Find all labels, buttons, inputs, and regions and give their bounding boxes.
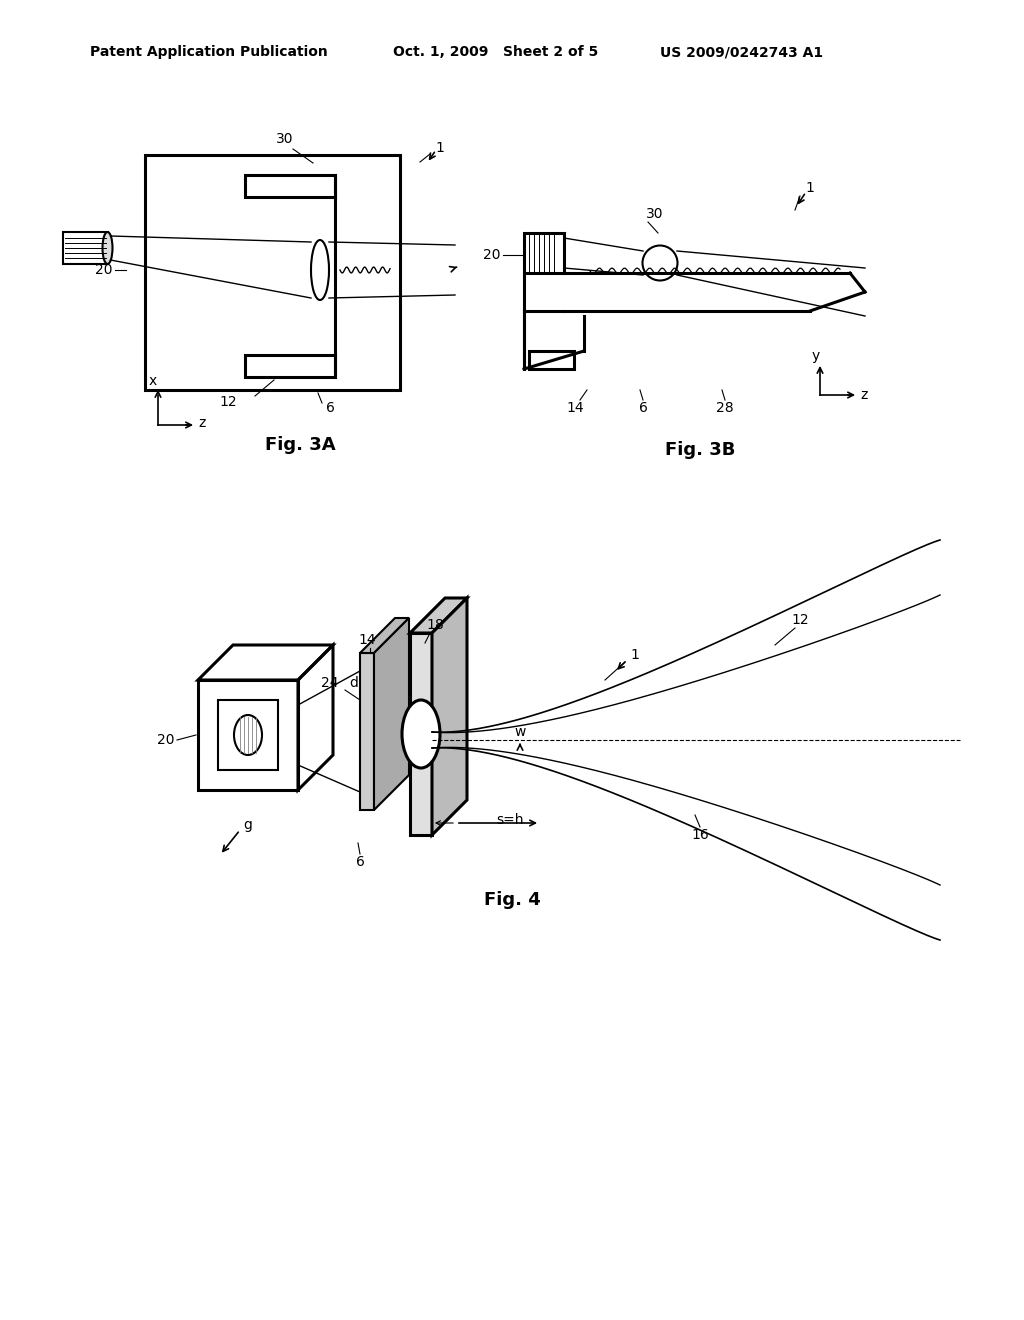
Text: Fig. 3A: Fig. 3A: [264, 436, 335, 454]
Text: 6: 6: [639, 401, 647, 414]
Text: 14: 14: [566, 401, 584, 414]
Text: 16: 16: [691, 828, 709, 842]
Text: 12: 12: [792, 612, 809, 627]
Text: 30: 30: [646, 207, 664, 220]
Text: Fig. 3B: Fig. 3B: [665, 441, 735, 459]
Bar: [218, 700, 278, 770]
Text: 28: 28: [716, 401, 734, 414]
Text: 1: 1: [435, 141, 444, 154]
Text: Patent Application Publication: Patent Application Publication: [90, 45, 328, 59]
Text: US 2009/0242743 A1: US 2009/0242743 A1: [660, 45, 823, 59]
Bar: [410, 634, 432, 836]
Bar: [245, 355, 335, 378]
Text: 20: 20: [482, 248, 500, 261]
Bar: [529, 351, 574, 370]
Text: 1: 1: [631, 648, 639, 663]
Ellipse shape: [102, 232, 113, 264]
Bar: [360, 653, 374, 810]
Text: g: g: [244, 818, 253, 832]
Text: 30: 30: [276, 132, 294, 147]
Text: 12: 12: [219, 395, 237, 409]
Text: 20: 20: [158, 733, 175, 747]
Text: 1: 1: [806, 181, 814, 195]
Text: 18: 18: [426, 618, 443, 632]
Text: x: x: [148, 374, 157, 388]
Text: z: z: [199, 416, 206, 430]
Ellipse shape: [402, 700, 440, 768]
Text: 6: 6: [355, 855, 365, 869]
Text: Fig. 4: Fig. 4: [483, 891, 541, 909]
Text: z: z: [860, 388, 867, 403]
Bar: [409, 711, 433, 756]
Bar: [62, 232, 108, 264]
Polygon shape: [410, 598, 467, 634]
Text: y: y: [812, 348, 820, 363]
Bar: [198, 680, 298, 789]
Bar: [245, 176, 335, 197]
Polygon shape: [432, 598, 467, 836]
Polygon shape: [360, 618, 409, 653]
Text: 20: 20: [94, 263, 112, 277]
Text: 24: 24: [322, 676, 339, 690]
Text: w: w: [514, 725, 525, 739]
Text: s=h: s=h: [497, 813, 523, 828]
Text: d: d: [349, 676, 358, 690]
Polygon shape: [374, 618, 409, 810]
Bar: [145, 154, 400, 389]
Text: 14: 14: [358, 634, 376, 647]
Text: Oct. 1, 2009   Sheet 2 of 5: Oct. 1, 2009 Sheet 2 of 5: [393, 45, 598, 59]
Ellipse shape: [234, 715, 262, 755]
Text: 6: 6: [326, 401, 335, 414]
Bar: [524, 234, 564, 273]
